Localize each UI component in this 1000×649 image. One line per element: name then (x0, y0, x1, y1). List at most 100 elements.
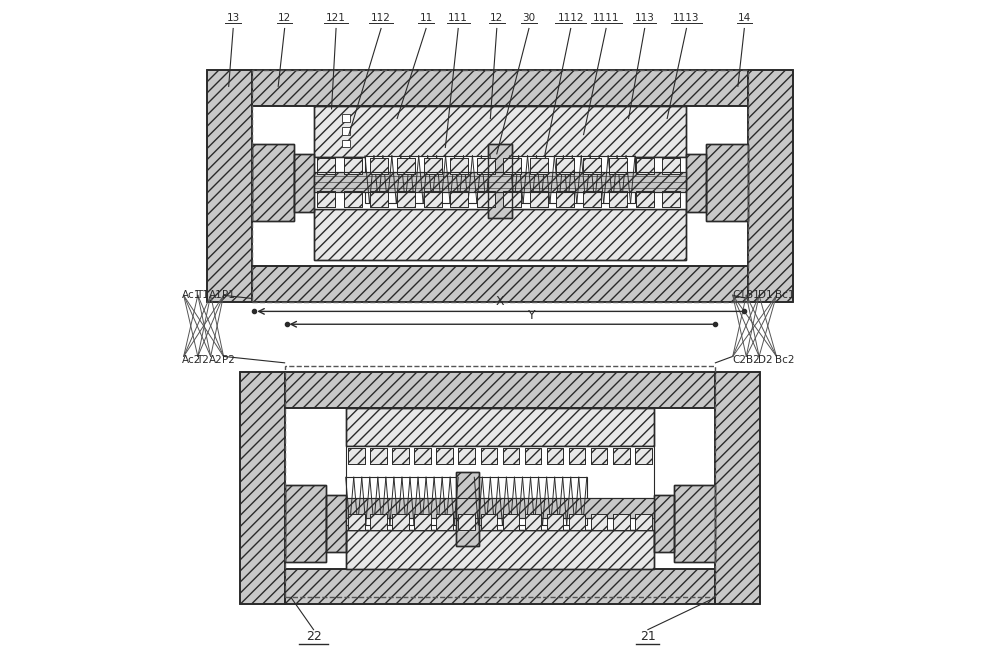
Bar (556, 158, 574, 175)
Text: 1113: 1113 (673, 14, 700, 23)
Bar (477, 158, 495, 175)
Bar (370, 191, 388, 207)
Bar (583, 158, 601, 175)
Bar (613, 514, 630, 530)
Bar (503, 158, 521, 175)
Bar (474, 477, 587, 525)
Bar (436, 514, 453, 530)
Bar (370, 158, 388, 175)
Bar (294, 154, 314, 212)
Bar (481, 448, 497, 464)
Text: 21: 21 (640, 630, 656, 643)
Bar (481, 514, 497, 530)
Bar (414, 514, 431, 530)
Bar (525, 448, 541, 464)
Bar (252, 144, 294, 221)
Bar (481, 448, 497, 464)
Bar (207, 70, 252, 302)
Bar (547, 448, 563, 464)
Bar (662, 191, 680, 207)
Text: Bc2: Bc2 (775, 354, 795, 365)
Bar (477, 191, 495, 207)
Text: C1: C1 (733, 290, 747, 300)
Bar (458, 448, 475, 464)
Bar (583, 158, 601, 175)
Bar (662, 191, 680, 207)
Bar (547, 514, 563, 530)
Bar (556, 191, 574, 207)
Bar (294, 154, 314, 212)
Bar (458, 448, 475, 464)
Text: Ac1: Ac1 (182, 290, 201, 300)
Text: 112: 112 (371, 14, 391, 23)
Bar (346, 477, 458, 525)
Bar (450, 191, 468, 207)
Text: D1: D1 (758, 290, 773, 300)
Text: 13: 13 (227, 14, 240, 23)
Bar (591, 514, 607, 530)
Bar (346, 530, 654, 569)
Bar (583, 191, 601, 207)
Bar (392, 514, 409, 530)
Bar (314, 208, 686, 260)
Bar (317, 191, 335, 207)
Bar (556, 191, 574, 207)
Bar (424, 158, 442, 175)
Bar (344, 191, 362, 207)
Bar (503, 514, 519, 530)
Bar (686, 154, 706, 212)
Bar (503, 448, 519, 464)
Bar (635, 448, 652, 464)
Bar (450, 158, 468, 175)
Bar (397, 191, 415, 207)
Bar (477, 158, 495, 175)
Text: A2: A2 (209, 354, 223, 365)
Bar (458, 514, 475, 530)
Bar (317, 191, 335, 207)
Bar (636, 191, 654, 207)
Bar (654, 495, 674, 552)
Text: A1: A1 (209, 290, 223, 300)
Text: B1: B1 (746, 290, 760, 300)
Bar (348, 514, 365, 530)
Bar (569, 514, 585, 530)
Bar (636, 158, 654, 175)
Text: P2: P2 (222, 354, 235, 365)
Bar (207, 70, 252, 302)
Bar (414, 448, 431, 464)
Bar (503, 158, 521, 175)
Bar (503, 191, 521, 207)
Text: T2: T2 (197, 354, 209, 365)
Bar (674, 485, 715, 562)
Bar (609, 158, 627, 175)
Text: 1112: 1112 (557, 14, 584, 23)
Bar (530, 158, 548, 175)
Text: T1: T1 (197, 290, 209, 300)
Bar (547, 514, 563, 530)
Bar (285, 569, 715, 604)
Bar (569, 448, 585, 464)
Bar (317, 158, 335, 175)
Text: 1111: 1111 (593, 14, 619, 23)
Bar (503, 191, 521, 207)
Bar (397, 158, 415, 175)
Bar (613, 514, 630, 530)
Bar (424, 191, 442, 207)
Bar (317, 158, 335, 175)
Bar (392, 448, 409, 464)
Bar (530, 191, 548, 207)
Bar (392, 514, 409, 530)
Bar (662, 158, 680, 175)
Bar (285, 373, 715, 408)
Bar (706, 144, 748, 221)
Bar (252, 266, 748, 302)
Bar (252, 266, 748, 302)
Bar (609, 191, 627, 207)
Bar (748, 70, 793, 302)
Bar (635, 514, 652, 530)
Bar (252, 70, 748, 302)
Text: 22: 22 (306, 630, 321, 643)
Bar (569, 514, 585, 530)
Bar (436, 448, 453, 464)
Bar (458, 514, 475, 530)
